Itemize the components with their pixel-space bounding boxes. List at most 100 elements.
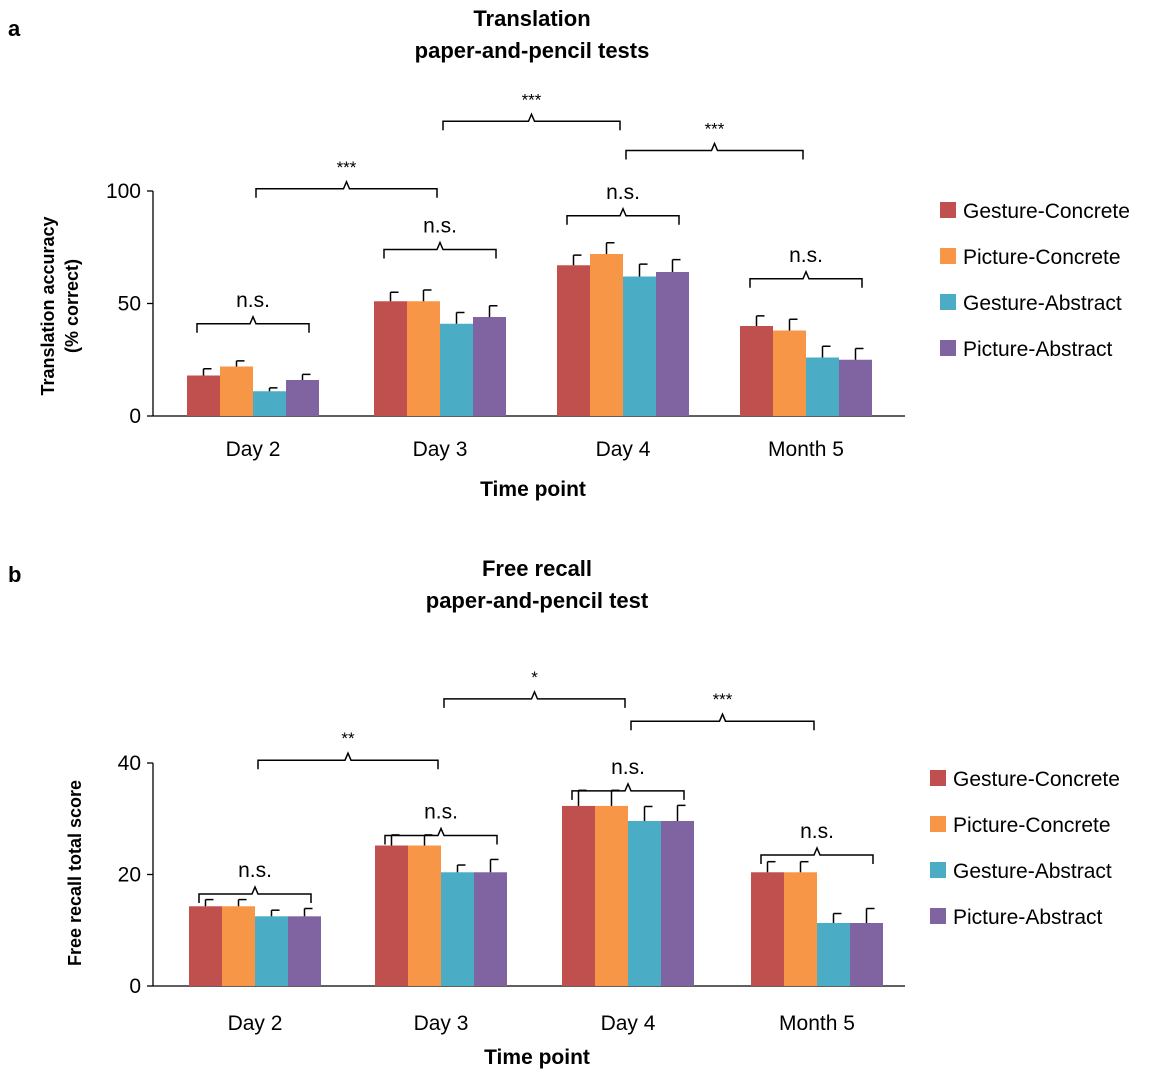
y-axis-label-line: (% correct) <box>62 259 82 353</box>
chart-title-line: Free recall <box>482 556 592 581</box>
legend-swatch <box>940 248 956 264</box>
legend-swatch <box>940 294 956 310</box>
legend-swatch <box>940 202 956 218</box>
bar-picture-abstract <box>850 923 883 986</box>
y-tick-label: 0 <box>129 975 141 998</box>
significance-ns: n.s. <box>800 820 834 843</box>
bar-gesture-abstract <box>806 357 839 416</box>
bar-picture-abstract <box>839 359 872 416</box>
x-tick-label: Day 2 <box>226 438 281 461</box>
y-tick-label: 40 <box>118 752 141 775</box>
y-tick-label: 20 <box>118 864 141 887</box>
significance-bracket <box>384 826 498 845</box>
x-tick-label: Day 3 <box>414 1012 469 1035</box>
significance-stars: ** <box>341 729 355 748</box>
bar-gesture-abstract <box>255 916 288 986</box>
legend-swatch <box>930 816 946 832</box>
significance-stars: *** <box>705 120 725 139</box>
significance-bracket <box>760 846 874 864</box>
significance-ns: n.s. <box>611 756 645 779</box>
significance-bracket <box>198 885 312 904</box>
significance-ns: n.s. <box>424 800 458 823</box>
chart-title-line: paper-and-pencil tests <box>415 38 650 63</box>
legend-label: Picture-Abstract <box>963 338 1113 361</box>
bar-picture-concrete <box>407 301 440 416</box>
legend-label: Picture-Concrete <box>953 814 1111 837</box>
bar-picture-abstract <box>288 916 321 986</box>
bar-picture-abstract <box>661 820 694 986</box>
bar-gesture-concrete <box>189 906 222 986</box>
chart-title-line: Translation <box>473 6 590 31</box>
significance-ns: n.s. <box>606 181 640 204</box>
significance-bracket <box>749 269 863 288</box>
bar-picture-concrete <box>590 254 623 416</box>
significance-stars: *** <box>337 158 357 177</box>
x-tick-label: Month 5 <box>768 438 844 461</box>
bar-gesture-abstract <box>623 276 656 416</box>
bar-picture-abstract <box>473 317 506 416</box>
bar-picture-abstract <box>656 272 689 416</box>
significance-bracket <box>443 689 626 708</box>
significance-stars: * <box>531 668 538 687</box>
bar-gesture-concrete <box>740 326 773 416</box>
legend-swatch <box>930 770 946 786</box>
bar-gesture-concrete <box>557 265 590 416</box>
legend-label: Gesture-Abstract <box>963 292 1122 315</box>
x-tick-label: Month 5 <box>779 1012 855 1035</box>
chart-panel-b: b Free recall paper-and-pencil test 0 20 40 Fr… <box>8 556 1120 1069</box>
significance-stars: *** <box>522 90 542 109</box>
y-axis-label: Translation accuracy (% correct) <box>38 216 82 395</box>
chart-title-line: paper-and-pencil test <box>426 588 649 613</box>
legend-label: Gesture-Concrete <box>963 200 1130 223</box>
significance-bracket <box>196 314 310 333</box>
x-axis-label: Time point <box>480 478 586 501</box>
significance-ns: n.s. <box>238 859 272 882</box>
significance-stars: *** <box>713 690 733 709</box>
significance-bracket <box>625 141 804 160</box>
panel-letter: a <box>8 16 21 41</box>
legend-label: Picture-Abstract <box>953 906 1103 929</box>
bar-picture-concrete <box>220 366 253 416</box>
bar-gesture-concrete <box>375 845 408 986</box>
y-axis-label: Free recall total score <box>65 780 85 966</box>
y-axis-label-line: Translation accuracy <box>38 216 58 395</box>
bar-gesture-abstract <box>253 391 286 416</box>
bar-picture-concrete <box>773 330 806 416</box>
x-tick-label: Day 4 <box>601 1012 656 1035</box>
y-tick-label: 100 <box>106 180 141 203</box>
bar-gesture-abstract <box>628 820 661 986</box>
bar-picture-concrete <box>595 805 628 986</box>
significance-bracket <box>571 781 685 800</box>
chart-panel-a: a Translation paper-and-pencil tests 0 50 100… <box>8 6 1130 501</box>
y-tick-label: 50 <box>118 293 141 316</box>
significance-ns: n.s. <box>423 215 457 238</box>
panel-letter: b <box>8 562 21 587</box>
bar-picture-concrete <box>222 906 255 986</box>
significance-bracket <box>442 112 621 131</box>
legend-label: Gesture-Abstract <box>953 860 1112 883</box>
x-tick-label: Day 4 <box>596 438 651 461</box>
bar-picture-abstract <box>286 380 319 416</box>
bar-gesture-abstract <box>817 923 850 986</box>
bar-gesture-concrete <box>751 872 784 986</box>
significance-bracket <box>383 240 497 259</box>
bar-gesture-abstract <box>441 872 474 986</box>
x-tick-label: Day 3 <box>413 438 468 461</box>
legend-swatch <box>940 340 956 356</box>
bar-gesture-concrete <box>187 375 220 416</box>
significance-bracket <box>630 712 815 731</box>
legend-label: Gesture-Concrete <box>953 768 1120 791</box>
legend-swatch <box>930 908 946 924</box>
x-axis-label: Time point <box>484 1046 590 1069</box>
bar-gesture-concrete <box>374 301 407 416</box>
bar-gesture-abstract <box>440 323 473 416</box>
bar-picture-abstract <box>474 872 507 986</box>
significance-bracket <box>257 751 439 770</box>
y-tick-label: 0 <box>129 405 141 428</box>
significance-ns: n.s. <box>789 244 823 267</box>
y-axis-label-line: Free recall total score <box>65 780 85 966</box>
legend-swatch <box>930 862 946 878</box>
significance-bracket <box>566 206 680 225</box>
bar-picture-concrete <box>408 845 441 986</box>
